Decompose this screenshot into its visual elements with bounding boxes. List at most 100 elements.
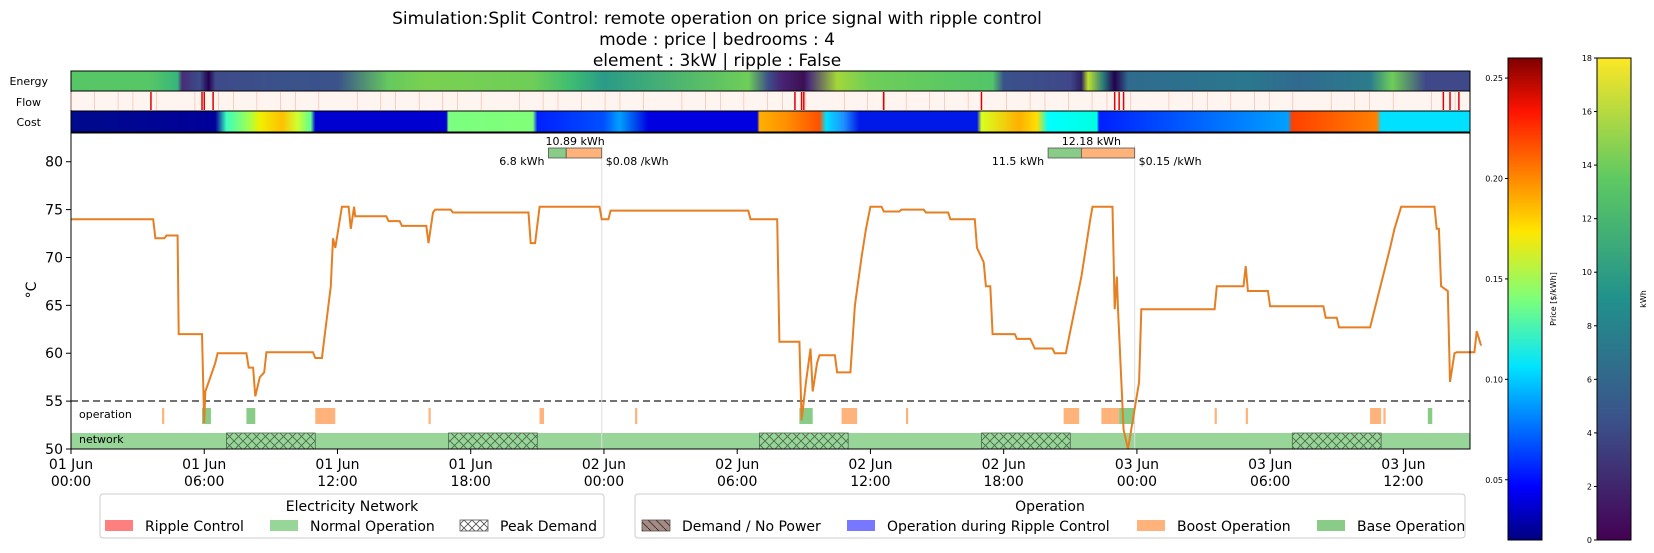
colorbar-tick-label: 12 [1582,215,1592,224]
boost-operation-bar [162,408,165,424]
y-tick-label: 55 [45,394,63,410]
x-tick-label-date: 02 Jun [982,457,1026,473]
legend-item-label: Demand / No Power [682,519,821,535]
network-legend: Electricity Network Ripple Control Normal… [99,493,605,539]
legend-item-label: Base Operation [1357,519,1465,535]
colorbar-tick-label: 6 [1587,375,1592,384]
x-tick-label-time: 12:00 [317,474,357,490]
legend-swatch-hatch [642,520,670,531]
cost-strip-label: Cost [17,116,42,129]
plot-frame [70,132,1471,450]
chart-title-line-2: mode : price | bedrooms : 4 [599,30,835,50]
legend-swatch [847,520,875,531]
boost-operation-bar [905,408,909,424]
energy-strip [70,70,1471,92]
energy-colorbar [1596,57,1632,541]
colorbar-tick-label: 0.15 [1485,275,1503,284]
boost-operation-bar [1101,408,1120,424]
x-tick-label-date: 02 Jun [582,457,626,473]
legend-item-label: Peak Demand [500,519,597,535]
base-operation-bar [202,408,211,424]
y-axis: 50 55 60 65 70 75 80 [45,155,71,458]
y-tick-label: 70 [45,250,63,266]
colorbar-tick-label: 14 [1582,161,1592,170]
y-tick-label: 50 [45,442,63,458]
operation-legend: Operation Demand / No Power Operation dur… [634,493,1466,539]
x-tick-label-date: 01 Jun [182,457,226,473]
network-legend-title: Electricity Network [286,499,419,515]
colorbar-tick-label: 0.25 [1485,74,1503,83]
chart-title-line-3: element : 3kW | ripple : False [593,51,841,71]
price-colorbar-label: Price [$/kWh] [1549,272,1558,326]
boost-operation-bar [539,408,544,424]
boost-operation-bar [635,408,638,424]
x-tick-label-time: 00:00 [51,474,91,490]
x-tick-label-time: 00:00 [1117,474,1157,490]
colorbar-tick-label: 0.20 [1485,175,1503,184]
x-tick-label-time: 06:00 [717,474,757,490]
boost-operation-bar [1214,408,1217,424]
price-colorbar [1507,57,1543,541]
peak-demand-bar [758,432,849,450]
price-colorbar-ticks: 0.05 0.10 0.15 0.20 0.25 [1485,74,1508,485]
boost-operation-bar [1063,408,1080,424]
x-tick-label-time: 00:00 [584,474,624,490]
boost-operation-bar [1370,408,1382,424]
operation-legend-title: Operation [1015,499,1085,515]
annotation-left-label: 11.5 kWh [992,155,1044,168]
colorbar-tick-label: 4 [1587,429,1592,438]
colorbar-tick-label: 0 [1587,536,1592,545]
annotation-right-label: $0.08 /kWh [606,155,669,168]
temperature-series-line [71,205,1483,450]
x-tick-label-date: 01 Jun [49,457,93,473]
y-tick-label: 60 [45,346,63,362]
boost-operation-bar [841,408,858,424]
cost-strip [70,110,1471,133]
energy-colorbar-ticks: 0 2 4 6 8 10 12 14 16 18 [1582,54,1597,545]
peak-demand-bar [981,432,1071,450]
annotation-right-label: $0.15 /kWh [1139,155,1202,168]
annotation-boost-bar [565,147,603,159]
boost-operation-bar [1383,408,1386,424]
network-band-label: network [79,433,124,446]
flow-strip [70,90,1471,112]
legend-swatch [1137,520,1165,531]
legend-item-label: Operation during Ripple Control [887,519,1110,535]
legend-swatch [270,520,298,531]
x-tick-label-date: 03 Jun [1115,457,1159,473]
x-tick-label-time: 06:00 [184,474,224,490]
x-tick-label-date: 03 Jun [1248,457,1292,473]
legend-swatch [1317,520,1345,531]
legend-item-label: Normal Operation [310,519,435,535]
annotation-base-bar [548,147,567,159]
colorbar-tick-label: 0.10 [1485,375,1503,384]
boost-operation-bar [1245,408,1248,424]
legend-swatch [459,519,489,532]
legend-item-label: Ripple Control [145,519,244,535]
operation-legend-frame [634,493,1466,539]
x-tick-label-date: 02 Jun [715,457,759,473]
peak-demand-bar [226,432,316,450]
x-tick-label-date: 03 Jun [1381,457,1425,473]
y-tick-label: 80 [45,155,63,171]
colorbar-tick-label: 16 [1582,108,1592,117]
colorbar-tick-label: 0.05 [1485,476,1503,485]
x-tick-label-time: 12:00 [1383,474,1423,490]
network-peak-demand-marks [226,432,1382,450]
flow-strip-label: Flow [16,96,41,109]
annotation-total-label: 10.89 kWh [545,135,604,148]
boost-operation-bar [315,408,336,424]
colorbar-tick-label: 8 [1587,322,1592,331]
y-tick-label: 75 [45,203,63,219]
x-tick-label-time: 18:00 [983,474,1023,490]
chart-title-line-1: Simulation:Split Control: remote operati… [392,9,1042,29]
annotation-boost-bar [1080,147,1136,159]
x-tick-label-date: 02 Jun [848,457,892,473]
x-tick-label-time: 12:00 [850,474,890,490]
colorbar-tick-label: 10 [1582,268,1592,277]
x-tick-label-time: 06:00 [1250,474,1290,490]
